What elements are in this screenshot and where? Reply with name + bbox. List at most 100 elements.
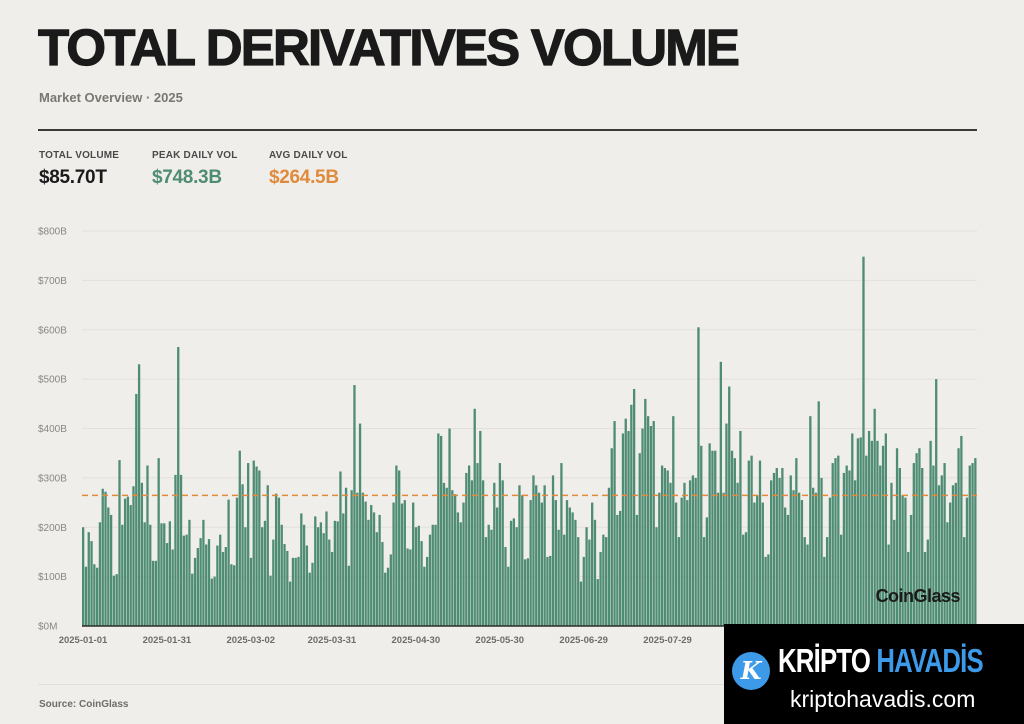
volume-bar (554, 500, 557, 626)
volume-bar (677, 537, 681, 627)
volume-bar (728, 386, 731, 626)
volume-bar (571, 512, 574, 626)
volume-bar (753, 502, 756, 626)
volume-bar (151, 560, 155, 626)
volume-bar (674, 502, 678, 626)
volume-bar (708, 443, 711, 626)
volume-bar (515, 527, 518, 626)
volume-bar (602, 534, 605, 626)
volume-bar (736, 482, 739, 626)
volume-bar (853, 480, 857, 626)
volume-bar (881, 445, 885, 626)
x-tick-label: 2025-04-30 (392, 635, 441, 646)
volume-bar (504, 547, 507, 626)
volume-bar (121, 524, 124, 626)
volume-bar (252, 460, 255, 626)
volume-bar (314, 516, 317, 626)
volume-bar (196, 547, 199, 626)
volume-bar (635, 514, 639, 626)
volume-bar (705, 517, 708, 627)
volume-bar (770, 480, 773, 626)
volume-bar (426, 556, 429, 627)
volume-bar (277, 497, 281, 627)
volume-bar (638, 453, 641, 626)
volume-bar (322, 533, 325, 626)
volume-bar (353, 385, 356, 626)
x-tick-label: 2025-07-29 (643, 635, 692, 646)
volume-bar (733, 458, 736, 627)
volume-bar (828, 497, 832, 627)
volume-bar (795, 458, 798, 627)
volume-bar (926, 539, 929, 626)
volume-bar (109, 514, 113, 626)
volume-bar (918, 448, 921, 626)
volume-bar (610, 448, 613, 626)
volume-bar (434, 524, 437, 626)
volume-bar (786, 514, 790, 626)
volume-bar (95, 567, 99, 626)
stat-label: TOTAL VOLUME (39, 150, 120, 161)
volume-bar (574, 519, 577, 626)
volume-bar (224, 547, 227, 626)
volume-bar (851, 433, 854, 626)
volume-bar (210, 578, 213, 626)
volume-bar (154, 560, 158, 626)
volume-bar (630, 404, 633, 626)
volume-bar (806, 544, 809, 626)
volume-bar (202, 519, 205, 626)
volume-bar (725, 423, 728, 626)
volume-bar (470, 480, 474, 626)
volume-bar (660, 465, 664, 626)
volume-bar (93, 564, 96, 626)
volume-bar (848, 470, 851, 626)
volume-bar (652, 421, 655, 626)
volume-bar (655, 527, 658, 626)
volume-bar (448, 428, 451, 626)
volume-bar (87, 532, 90, 626)
volume-bar (599, 551, 602, 626)
volume-bar (185, 534, 188, 626)
volume-bar (316, 527, 320, 626)
kriptohavadis-watermark: K KRİPTO HAVADİS kriptohavadis.com (724, 624, 1024, 724)
volume-bar (160, 523, 163, 626)
volume-bar (529, 500, 532, 626)
volume-bar (971, 463, 974, 626)
volume-bar (658, 492, 661, 626)
volume-bar (820, 477, 823, 627)
volume-bar (702, 537, 706, 627)
brand-white: KRİPTO (778, 642, 871, 679)
y-tick-label: $0M (38, 622, 57, 633)
volume-bar (588, 539, 591, 626)
volume-bar (238, 450, 241, 626)
volume-bar (481, 480, 485, 626)
volume-bar (845, 465, 848, 626)
volume-bar (247, 463, 250, 626)
volume-bar (213, 576, 216, 627)
volume-bar (437, 433, 440, 626)
volume-bar (294, 557, 297, 626)
x-tick-label: 2025-05-30 (475, 635, 524, 646)
volume-bar (263, 520, 267, 626)
volume-bar (221, 551, 225, 626)
x-tick-label: 2025-03-02 (227, 635, 276, 646)
volume-bar (968, 465, 971, 626)
volume-bar (543, 485, 546, 626)
volume-bar (305, 545, 309, 626)
volume-bar (350, 490, 353, 626)
volume-bar (923, 551, 927, 626)
volume-bar (792, 490, 795, 626)
volume-bar (744, 532, 748, 626)
volume-bar (758, 460, 762, 626)
volume-bar (784, 507, 787, 626)
volume-bar (512, 518, 516, 626)
volume-bar (347, 565, 350, 626)
volume-bar (870, 440, 874, 626)
stat-value: $264.5B (269, 167, 339, 188)
volume-bar (937, 485, 941, 626)
volume-bar (560, 463, 563, 626)
volume-bar (915, 453, 918, 626)
volume-bar (104, 491, 107, 626)
volume-bar (549, 555, 552, 626)
volume-bar (895, 448, 899, 626)
volume-bar (719, 361, 722, 626)
